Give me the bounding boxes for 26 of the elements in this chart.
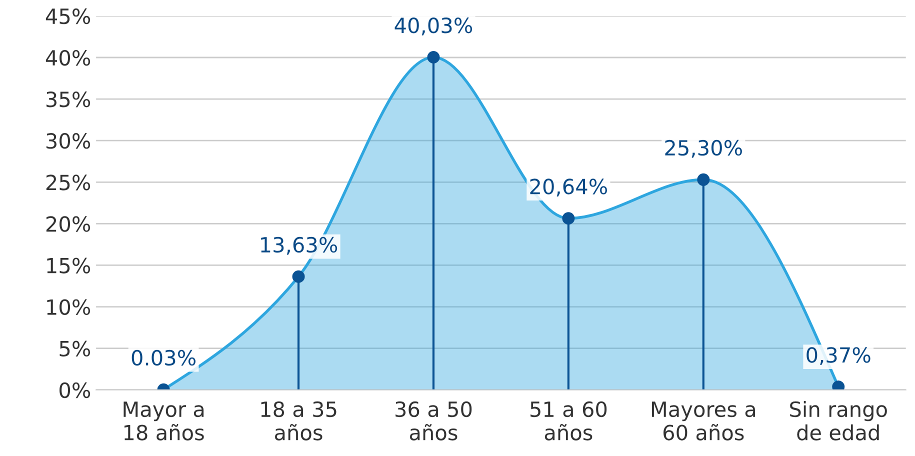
y-tick-label: 0% [60, 382, 90, 398]
point [427, 51, 440, 64]
y-tick-label: 15% [47, 258, 90, 274]
x-tick-label: 51 a 60 años [530, 401, 607, 440]
y-tick-label: 25% [46, 174, 90, 190]
x-tick-label: Sin rango de edad [790, 400, 887, 440]
x-tick-label: 36 a 50 años [396, 401, 472, 440]
data-label: 40,03% [394, 18, 472, 36]
x-tick-label: Mayores a 60 años [652, 402, 755, 440]
y-tick-label: 5% [60, 340, 90, 357]
y-tick-label: 40% [46, 50, 90, 66]
data-label: 20,64% [530, 178, 608, 197]
point [292, 270, 305, 283]
point [562, 212, 575, 225]
y-tick-label: 10% [47, 299, 90, 315]
x-tick-label: Mayor a 18 años [124, 402, 204, 440]
y-tick-label: 35% [46, 92, 90, 108]
y-tick-label: 45% [46, 8, 90, 24]
data-label: 0.03% [132, 350, 196, 366]
data-label: 25,30% [665, 140, 742, 158]
data-label: 13,63% [261, 236, 338, 255]
data-label: 0,37% [806, 347, 870, 365]
x-tick-label: 18 a 35 años [261, 401, 336, 440]
y-tick-label: 30% [46, 133, 90, 149]
y-tick-label: 20% [46, 216, 90, 232]
point [697, 173, 710, 186]
